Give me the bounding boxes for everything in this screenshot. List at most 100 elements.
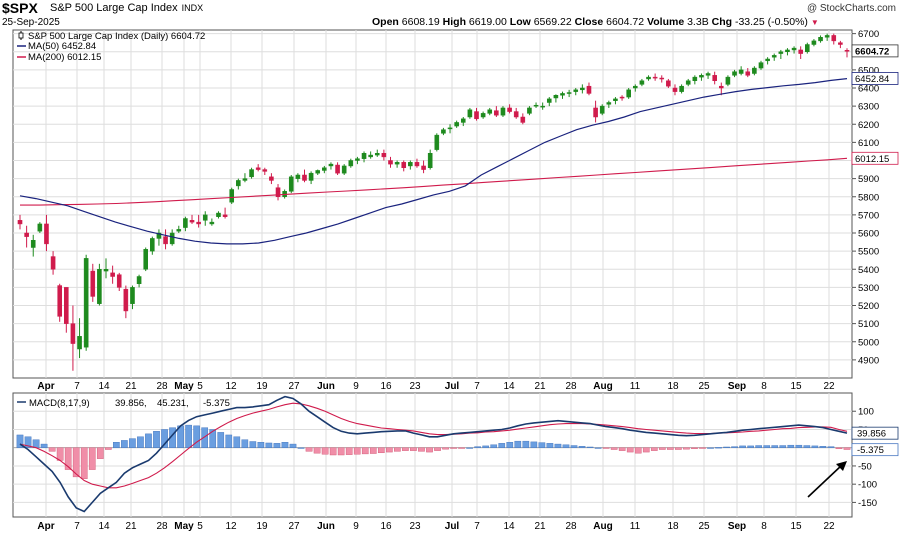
macd-histogram-bar [32, 439, 40, 448]
price-yaxis-tick-label: 4900 [858, 355, 879, 366]
macd-histogram-bar [337, 447, 345, 456]
open-value: 6608.19 [401, 16, 440, 28]
macd-histogram-bar [64, 447, 72, 470]
candle-body [606, 102, 612, 105]
macd-xaxis-tick-label: Aug [593, 521, 612, 532]
macd-histogram-bar [667, 447, 674, 450]
chart-date: 25-Sep-2025 [2, 17, 60, 28]
macd-histogram-bar [313, 447, 321, 454]
macd-histogram-bar [634, 447, 642, 454]
macd-histogram-bar [522, 440, 530, 448]
macd-xaxis-tick-label: 25 [698, 521, 710, 532]
price-axis-label: 6604.72 [855, 46, 889, 57]
macd-histogram-bar [787, 444, 795, 448]
candle-body [818, 37, 823, 42]
macd-xaxis-tick-label: 8 [761, 521, 767, 532]
macd-histogram-bar [361, 447, 369, 455]
candle-body [831, 35, 837, 42]
macd-histogram-bar [24, 436, 32, 448]
price-xaxis-tick-label: 25 [698, 381, 710, 392]
macd-xaxis-tick-label: May [174, 521, 194, 532]
candle-body [765, 58, 770, 62]
macd-xaxis-tick-label: 21 [125, 521, 137, 532]
candle-body [156, 232, 162, 239]
candle-body [599, 105, 605, 114]
legend-ma200-label: MA(200) 6012.15 [28, 52, 101, 63]
macd-xaxis-tick-label: Sep [728, 521, 746, 532]
candle-body [216, 212, 221, 217]
change-down-arrow-icon: ▼ [810, 18, 819, 27]
price-xaxis-tick-label: 5 [197, 381, 203, 392]
macd-histogram-bar [771, 445, 779, 448]
price-xaxis-tick-label: 7 [74, 381, 80, 392]
price-xaxis-tick-label: 23 [409, 381, 421, 392]
candle-body [480, 113, 486, 118]
macd-histogram-bar [610, 447, 618, 450]
macd-axis-label-box [851, 443, 899, 457]
macd-histogram-bar [88, 447, 96, 470]
macd-panel [12, 392, 853, 518]
price-axis-label: 6012.15 [855, 154, 889, 165]
macd-axis-label-box [851, 426, 899, 440]
candle-body [725, 76, 731, 85]
macd-histogram-bar [699, 447, 706, 449]
macd-histogram-bar [755, 445, 763, 448]
macd-histogram-bar [723, 446, 730, 448]
candle-body [540, 105, 545, 108]
candle-body [454, 122, 459, 127]
macd-xaxis-tick-label: 15 [790, 521, 802, 532]
candle-body [421, 165, 426, 170]
macd-histogram-bar [225, 434, 233, 448]
price-axis-label-box [851, 151, 899, 165]
macd-histogram-bar [602, 447, 610, 449]
macd-histogram-bar [345, 447, 353, 455]
candle-body [150, 238, 155, 252]
macd-histogram-bar [482, 445, 490, 448]
macd-histogram-bar [618, 447, 626, 451]
candle-body [97, 269, 102, 304]
price-xaxis-tick-label: 19 [256, 381, 268, 392]
candle-body [275, 187, 281, 197]
price-xaxis-tick-label: 11 [630, 381, 641, 392]
macd-yaxis-tick-label: 100 [858, 407, 874, 418]
candle-body [507, 107, 512, 112]
price-yaxis-tick-label: 6200 [858, 120, 879, 131]
macd-histogram-bar [137, 436, 144, 448]
candle-body [103, 269, 109, 272]
macd-histogram-bar [321, 447, 329, 455]
candle-body [308, 172, 314, 181]
macd-histogram-bar [113, 442, 120, 448]
legend-candle-icon [18, 32, 24, 39]
price-xaxis-tick-label: 28 [565, 381, 577, 392]
high-value: 6619.00 [468, 16, 507, 28]
macd-histogram-bar [554, 443, 562, 448]
price-yaxis-tick-label: 5700 [858, 210, 879, 221]
macd-histogram-bar [410, 447, 417, 451]
price-xaxis-tick-label: 15 [790, 381, 802, 392]
macd-xaxis-tick-label: 22 [823, 521, 835, 532]
legend-macd-label: MACD(8,17,9) [29, 398, 90, 409]
price-yaxis-tick-label: 5800 [858, 192, 879, 203]
candle-body [672, 87, 678, 92]
candle-body [494, 110, 499, 116]
macd-histogram-bar [193, 425, 200, 448]
low-label: Low [509, 16, 531, 28]
close-label: Close [574, 16, 604, 28]
macd-histogram-bar [72, 447, 80, 478]
price-xaxis-tick-label: 12 [225, 381, 237, 392]
candle-body [176, 229, 182, 232]
candle-body [236, 180, 241, 187]
macd-xaxis-tick-label: 14 [98, 521, 110, 532]
macd-histogram-bar [707, 447, 714, 449]
macd-histogram-bar [297, 447, 305, 449]
candle-body [242, 178, 248, 181]
candle-body [90, 270, 96, 297]
macd-histogram-bar [402, 447, 409, 451]
macd-histogram-bar [675, 447, 682, 450]
candle-body [116, 274, 122, 288]
macd-histogram-bar [96, 447, 104, 459]
volume-value: 3.3B [687, 16, 709, 28]
macd-histogram-bar [217, 432, 225, 448]
candle-body [785, 49, 790, 52]
